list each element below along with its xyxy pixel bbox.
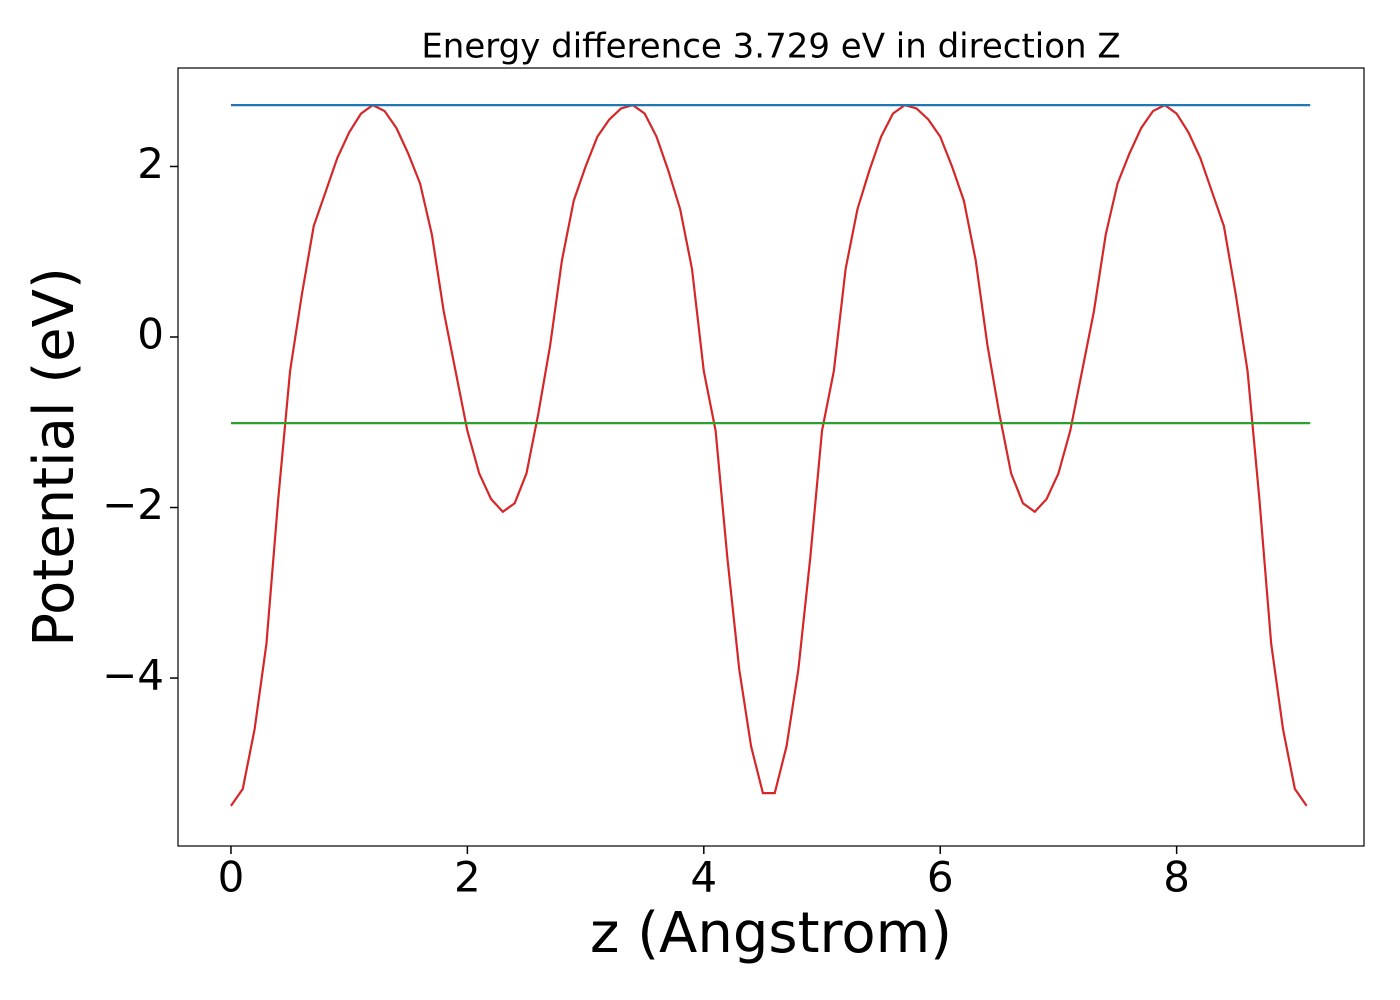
series-line	[230, 103, 1308, 807]
y-tick-label: −2	[102, 480, 164, 529]
x-tick-label: 6	[927, 853, 954, 902]
y-axis-label: Potential (eV)	[22, 267, 87, 647]
x-tick-label: 4	[690, 853, 717, 902]
y-tick-label: 2	[137, 139, 164, 188]
x-axis-label: z (Angstrom)	[590, 901, 952, 966]
x-tick-label: 0	[218, 853, 245, 902]
x-tick-label: 2	[454, 853, 481, 902]
x-tick-label: 8	[1163, 853, 1190, 902]
y-tick-label: −4	[102, 651, 164, 700]
chart-title: Energy difference 3.729 eV in direction …	[421, 27, 1120, 67]
y-tick-label: 0	[137, 309, 164, 358]
plot-frame	[177, 67, 1365, 847]
